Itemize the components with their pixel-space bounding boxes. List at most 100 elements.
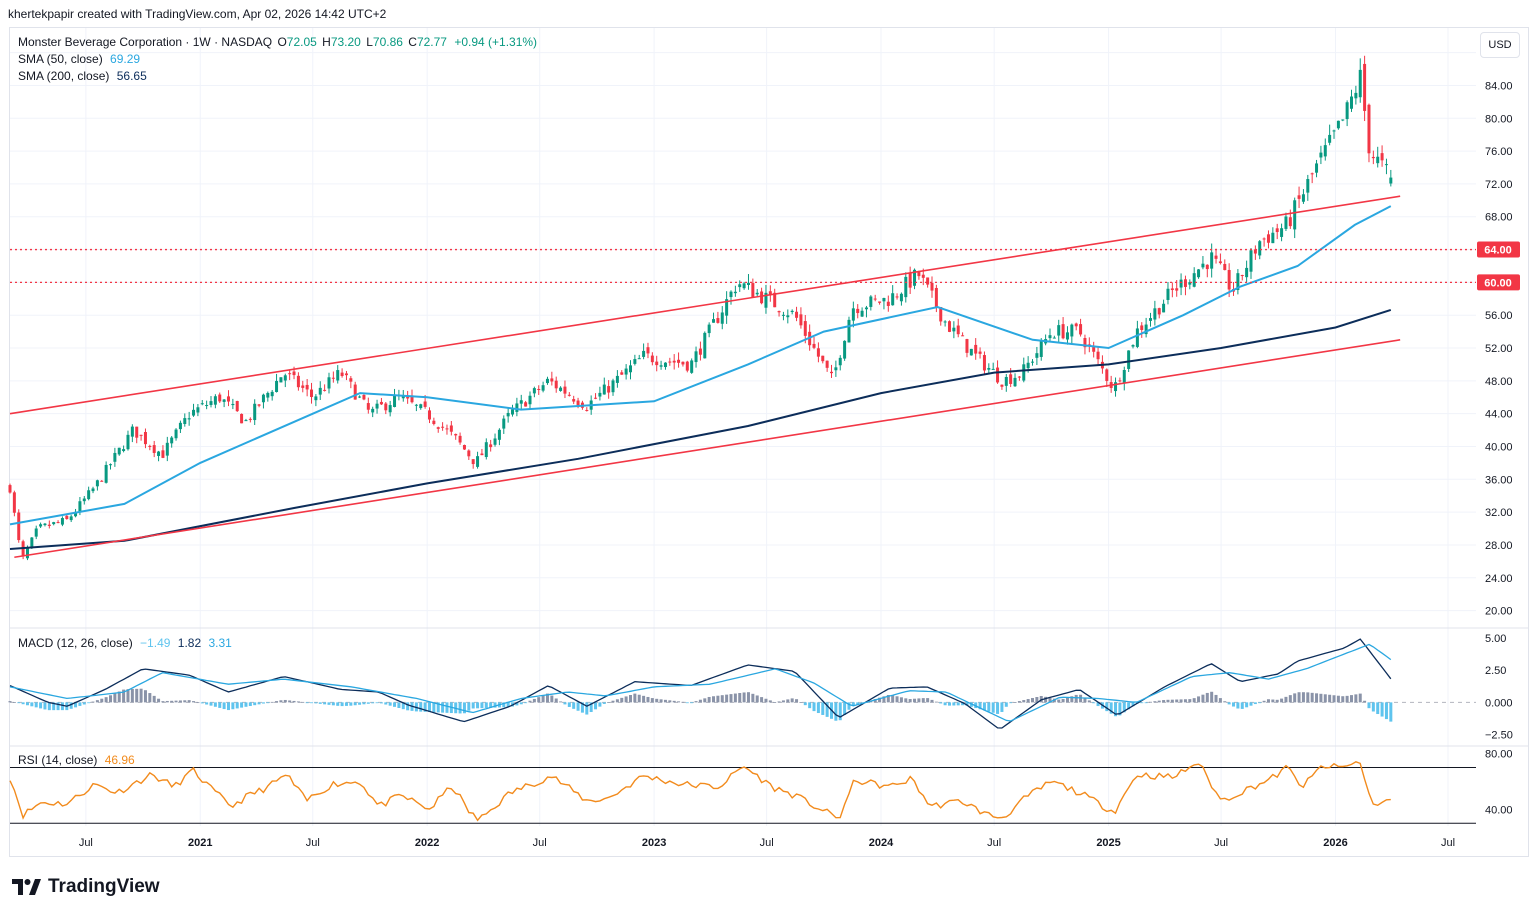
candle-body bbox=[327, 377, 331, 389]
macd-histogram-bar bbox=[467, 702, 471, 711]
macd-histogram-bar bbox=[502, 702, 506, 708]
macd-histogram-bar bbox=[825, 702, 829, 717]
time-tick-label: 2023 bbox=[642, 837, 666, 849]
macd-histogram-bar bbox=[109, 695, 113, 703]
macd-histogram-bar bbox=[1336, 695, 1340, 703]
macd-macd-value: 1.82 bbox=[177, 636, 202, 650]
candle-body bbox=[729, 291, 733, 298]
candle-body bbox=[821, 355, 825, 362]
candle-body bbox=[1144, 324, 1148, 335]
macd-histogram-bar bbox=[122, 689, 126, 703]
macd-histogram-bar bbox=[126, 689, 130, 703]
macd-histogram-bar bbox=[476, 702, 480, 709]
macd-histogram-bar bbox=[1087, 700, 1091, 703]
candle-body bbox=[677, 359, 681, 363]
macd-histogram-bar bbox=[1000, 702, 1004, 712]
macd-histogram-bar bbox=[226, 702, 230, 711]
macd-histogram-bar bbox=[607, 702, 611, 703]
level-label: 60.00 bbox=[1484, 277, 1512, 289]
candle-body bbox=[323, 389, 327, 391]
macd-histogram-bar bbox=[314, 702, 318, 704]
candle-body bbox=[611, 380, 615, 393]
candle-body bbox=[554, 380, 558, 389]
macd-histogram-bar bbox=[952, 702, 956, 706]
candle-body bbox=[795, 311, 799, 318]
candle-body bbox=[668, 361, 672, 363]
macd-histogram-bar bbox=[388, 702, 392, 706]
candle-body bbox=[891, 293, 895, 306]
candle-body bbox=[952, 327, 956, 332]
candle-body bbox=[366, 403, 370, 410]
price-tick-label: 28.00 bbox=[1485, 540, 1513, 552]
candle-body bbox=[1341, 119, 1345, 121]
candle-body bbox=[436, 427, 440, 429]
macd-histogram-bar bbox=[174, 700, 178, 703]
candle-body bbox=[628, 365, 632, 373]
candle-body bbox=[917, 272, 921, 277]
macd-signal-value: 3.31 bbox=[208, 636, 232, 650]
candle-body bbox=[1297, 195, 1301, 199]
macd-histogram-bar bbox=[873, 699, 877, 703]
candle-body bbox=[1017, 376, 1021, 378]
price-tick-label: 76.00 bbox=[1485, 146, 1513, 158]
macd-histogram-bar bbox=[170, 700, 174, 703]
macd-histogram-bar bbox=[21, 702, 25, 705]
macd-histogram-bar bbox=[1013, 702, 1017, 703]
macd-histogram-bar bbox=[694, 701, 698, 703]
candle-body bbox=[764, 292, 768, 308]
macd-histogram-bar bbox=[768, 700, 772, 703]
macd-histogram-bar bbox=[545, 693, 549, 703]
macd-histogram-bar bbox=[419, 702, 423, 712]
candle-body bbox=[698, 348, 702, 355]
candle-body bbox=[1288, 217, 1292, 227]
candle-body bbox=[615, 375, 619, 383]
macd-histogram-bar bbox=[1057, 699, 1061, 703]
candle-body bbox=[620, 372, 624, 375]
candle-body bbox=[996, 367, 1000, 383]
macd-histogram-bar bbox=[1035, 697, 1039, 703]
candle-body bbox=[375, 403, 379, 409]
candle-body bbox=[1170, 288, 1174, 291]
macd-histogram-bar bbox=[1354, 694, 1358, 703]
candle-body bbox=[270, 391, 274, 397]
macd-histogram-bar bbox=[982, 702, 986, 711]
candle-body bbox=[524, 402, 528, 407]
macd-histogram-bar bbox=[532, 698, 536, 703]
macd-histogram-bar bbox=[484, 702, 488, 708]
candle-body bbox=[1079, 324, 1083, 335]
credit-line: khertekpapir created with TradingView.co… bbox=[8, 7, 387, 21]
macd-histogram-bar bbox=[87, 702, 91, 704]
macd-histogram-bar bbox=[1026, 699, 1030, 703]
high-value: 73.20 bbox=[330, 35, 361, 49]
macd-histogram-bar bbox=[524, 702, 528, 704]
candle-body bbox=[34, 528, 38, 537]
candle-body bbox=[1188, 282, 1192, 285]
candle-body bbox=[760, 291, 764, 304]
macd-histogram-bar bbox=[816, 702, 820, 714]
macd-histogram-bar bbox=[856, 702, 860, 705]
macd-histogram-bar bbox=[1109, 702, 1113, 714]
candle-body bbox=[353, 384, 357, 400]
macd-histogram-bar bbox=[742, 692, 746, 703]
macd-histogram-bar bbox=[1363, 700, 1367, 703]
macd-histogram-bar bbox=[1070, 696, 1074, 703]
macd-histogram-bar bbox=[559, 701, 563, 703]
macd-histogram-bar bbox=[445, 702, 449, 713]
macd-histogram-bar bbox=[659, 699, 663, 703]
candle-body bbox=[602, 384, 606, 395]
candle-body bbox=[419, 404, 423, 409]
macd-histogram-bar bbox=[803, 702, 807, 706]
chart-frame bbox=[9, 27, 1529, 857]
macd-histogram-bar bbox=[1148, 701, 1152, 703]
currency-button[interactable]: USD bbox=[1480, 32, 1520, 58]
candle-body bbox=[414, 404, 418, 406]
candle-body bbox=[1358, 69, 1362, 98]
macd-histogram-bar bbox=[1389, 702, 1393, 722]
candle-body bbox=[200, 403, 204, 405]
sma50-label: SMA (50, close) bbox=[18, 52, 103, 66]
macd-histogram-bar bbox=[12, 702, 16, 703]
candle-body bbox=[1197, 269, 1201, 278]
candle-body bbox=[991, 368, 995, 370]
macd-histogram-bar bbox=[178, 700, 182, 703]
